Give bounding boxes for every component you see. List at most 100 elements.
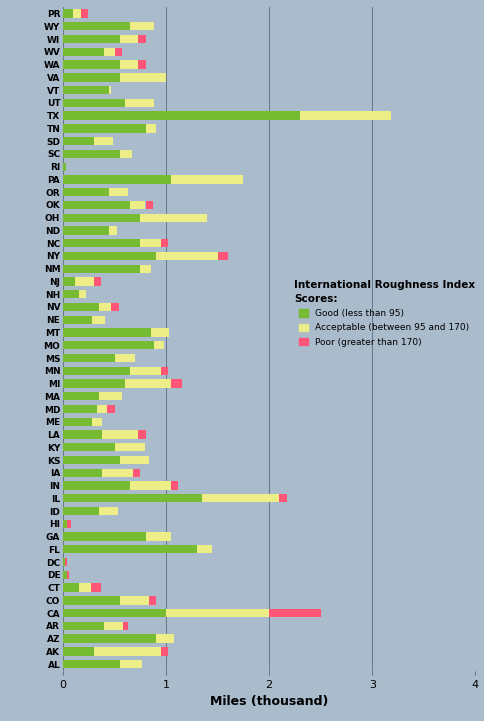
Bar xyxy=(279,494,286,503)
Bar xyxy=(67,571,69,579)
Bar xyxy=(63,265,140,273)
Bar xyxy=(109,188,128,196)
Bar xyxy=(63,150,120,158)
Bar xyxy=(99,507,118,516)
Bar xyxy=(63,622,104,630)
Bar xyxy=(63,175,171,184)
Bar xyxy=(133,469,140,477)
Bar xyxy=(63,647,94,655)
Bar xyxy=(63,328,151,337)
Bar xyxy=(130,482,171,490)
Bar xyxy=(102,469,133,477)
Bar xyxy=(166,609,269,617)
Bar xyxy=(63,596,120,604)
Bar xyxy=(97,405,107,413)
Bar xyxy=(99,392,121,400)
Bar xyxy=(109,86,111,94)
Bar xyxy=(63,162,66,171)
Bar xyxy=(63,482,130,490)
Bar xyxy=(161,239,168,247)
Bar xyxy=(153,341,164,350)
Bar xyxy=(94,647,161,655)
Bar xyxy=(145,200,152,209)
Bar xyxy=(161,647,168,655)
Bar xyxy=(140,265,151,273)
Bar xyxy=(63,417,92,426)
Bar xyxy=(80,9,88,18)
Bar xyxy=(63,430,102,438)
Bar xyxy=(63,124,145,133)
Bar xyxy=(63,494,202,503)
Bar xyxy=(63,532,145,541)
Bar xyxy=(63,278,75,286)
Bar xyxy=(148,596,155,604)
Bar xyxy=(171,175,243,184)
Bar xyxy=(63,583,78,592)
Bar xyxy=(63,252,155,260)
Bar xyxy=(151,328,169,337)
Bar xyxy=(171,482,178,490)
Bar xyxy=(155,252,217,260)
Bar xyxy=(120,596,148,604)
Bar xyxy=(73,9,80,18)
Bar xyxy=(63,213,140,222)
Bar xyxy=(125,379,171,388)
Bar xyxy=(145,124,155,133)
Bar xyxy=(130,22,153,30)
Bar xyxy=(120,61,138,68)
Bar xyxy=(63,571,67,579)
Bar xyxy=(63,290,78,298)
Bar xyxy=(63,74,120,81)
Bar xyxy=(94,278,101,286)
Bar xyxy=(63,9,73,18)
Bar xyxy=(122,622,128,630)
Bar xyxy=(63,545,197,554)
Bar xyxy=(63,520,67,528)
Bar xyxy=(217,252,227,260)
Bar xyxy=(125,99,153,107)
Bar xyxy=(63,558,65,566)
Bar xyxy=(63,456,120,464)
Bar xyxy=(63,188,109,196)
Bar xyxy=(63,443,114,451)
Bar xyxy=(114,48,121,56)
Bar xyxy=(63,507,99,516)
Bar xyxy=(145,532,171,541)
Bar xyxy=(202,494,279,503)
Bar xyxy=(63,469,102,477)
Bar xyxy=(120,35,138,43)
Bar xyxy=(63,634,155,643)
Bar xyxy=(155,634,174,643)
Bar xyxy=(109,226,116,234)
Bar xyxy=(63,354,114,362)
Bar xyxy=(120,150,132,158)
Bar xyxy=(104,622,122,630)
Bar xyxy=(78,583,91,592)
Bar xyxy=(63,99,125,107)
Bar xyxy=(63,112,300,120)
X-axis label: Miles (thousand): Miles (thousand) xyxy=(210,695,328,708)
Bar xyxy=(75,278,94,286)
Bar xyxy=(63,660,120,668)
Bar xyxy=(63,35,120,43)
Bar xyxy=(120,456,148,464)
Bar xyxy=(111,303,119,311)
Bar xyxy=(63,379,125,388)
Bar xyxy=(140,213,207,222)
Bar xyxy=(63,200,130,209)
Bar xyxy=(114,354,135,362)
Bar xyxy=(94,137,112,146)
Bar xyxy=(171,379,181,388)
Bar xyxy=(300,112,390,120)
Bar xyxy=(138,61,145,68)
Bar xyxy=(63,392,99,400)
Bar xyxy=(65,558,67,566)
Bar xyxy=(138,430,145,438)
Bar xyxy=(63,86,109,94)
Bar xyxy=(63,48,104,56)
Bar xyxy=(107,405,114,413)
Bar xyxy=(140,239,161,247)
Bar xyxy=(102,430,138,438)
Bar xyxy=(67,520,71,528)
Bar xyxy=(63,341,153,350)
